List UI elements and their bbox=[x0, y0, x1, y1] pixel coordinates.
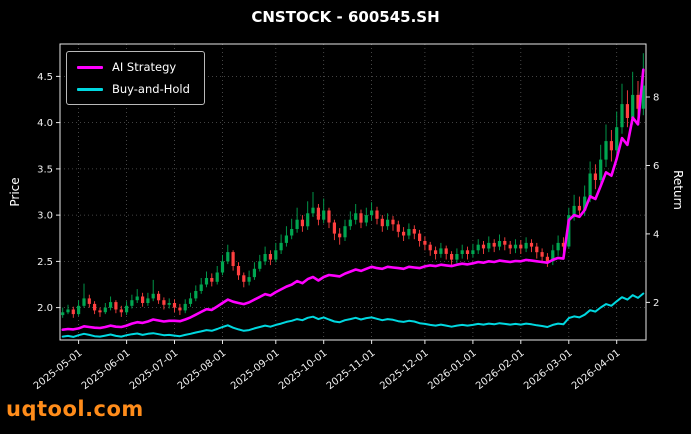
legend-label-buy-and-hold: Buy-and-Hold bbox=[112, 82, 190, 96]
svg-text:2025-06-01: 2025-06-01 bbox=[80, 348, 133, 392]
svg-text:2025-07-01: 2025-07-01 bbox=[128, 348, 181, 392]
legend: AI Strategy Buy-and-Hold bbox=[66, 51, 205, 105]
svg-text:2.0: 2.0 bbox=[37, 303, 53, 314]
svg-text:6: 6 bbox=[653, 161, 659, 172]
svg-text:4.5: 4.5 bbox=[37, 72, 53, 83]
svg-text:4: 4 bbox=[653, 229, 659, 240]
svg-text:2025-10-01: 2025-10-01 bbox=[277, 348, 330, 392]
svg-text:4.0: 4.0 bbox=[37, 118, 53, 129]
svg-text:3.0: 3.0 bbox=[37, 211, 53, 222]
chart-title: CNSTOCK - 600545.SH bbox=[251, 8, 440, 26]
buy-and-hold-line-swatch bbox=[77, 87, 103, 91]
svg-text:2026-01-01: 2026-01-01 bbox=[426, 348, 479, 392]
svg-text:2025-05-01: 2025-05-01 bbox=[32, 348, 85, 392]
right-axis-label: Return bbox=[671, 170, 685, 210]
left-axis-label: Price bbox=[8, 177, 22, 207]
svg-text:8: 8 bbox=[653, 93, 659, 104]
svg-text:2: 2 bbox=[653, 298, 659, 309]
svg-text:2026-02-01: 2026-02-01 bbox=[474, 348, 527, 392]
svg-text:2025-08-01: 2025-08-01 bbox=[176, 348, 229, 392]
legend-item-buy-and-hold: Buy-and-Hold bbox=[77, 82, 190, 96]
svg-text:2025-12-01: 2025-12-01 bbox=[378, 348, 431, 392]
legend-item-ai-strategy: AI Strategy bbox=[77, 60, 190, 74]
svg-text:2025-09-01: 2025-09-01 bbox=[229, 348, 282, 392]
watermark: uqtool.com bbox=[6, 397, 144, 421]
legend-label-ai-strategy: AI Strategy bbox=[112, 60, 177, 74]
svg-text:3.5: 3.5 bbox=[37, 164, 53, 175]
svg-text:2026-03-01: 2026-03-01 bbox=[522, 348, 575, 392]
svg-text:2.5: 2.5 bbox=[37, 257, 53, 268]
svg-text:2026-04-01: 2026-04-01 bbox=[570, 348, 623, 392]
svg-text:2025-11-01: 2025-11-01 bbox=[325, 348, 378, 392]
ai-strategy-line-swatch bbox=[77, 65, 103, 69]
